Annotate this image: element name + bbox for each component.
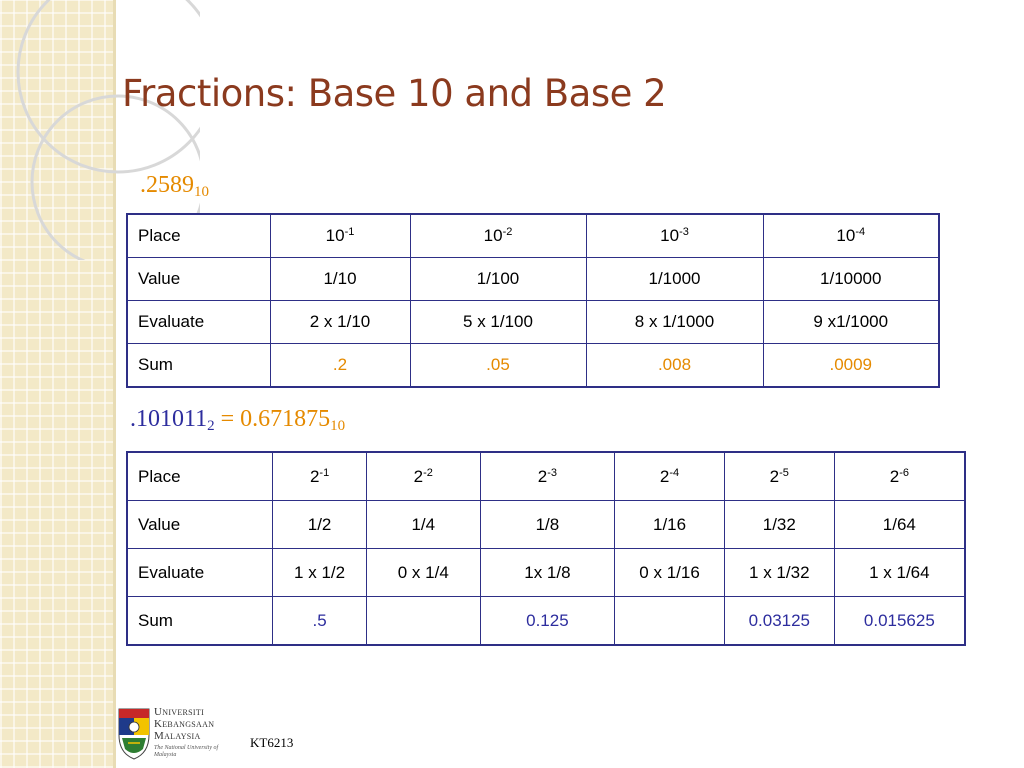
row-label: Place bbox=[126, 451, 274, 501]
course-code: KT6213 bbox=[250, 735, 294, 750]
place-cell: 10-2 bbox=[409, 213, 587, 258]
table-row-place: Place 10-1 10-2 10-3 10-4 bbox=[126, 213, 940, 258]
crest-icon bbox=[118, 708, 150, 760]
sum-cell: 0.03125 bbox=[723, 596, 835, 646]
value-cell: 1/10 bbox=[269, 257, 411, 301]
deco-circle-large bbox=[16, 0, 200, 174]
table-row-value: Value 1/2 1/4 1/8 1/16 1/32 1/64 bbox=[126, 500, 966, 549]
value-cell: 1/8 bbox=[479, 500, 616, 549]
university-logo: Universiti Kebangsaan Malaysia The Natio… bbox=[116, 705, 236, 763]
decimal-base: 10 bbox=[194, 184, 209, 200]
sum-cell: .5 bbox=[272, 596, 367, 646]
side-panel-edge bbox=[113, 0, 116, 768]
decimal-equivalent: = 0.671875 bbox=[214, 406, 331, 432]
row-label: Sum bbox=[126, 596, 274, 646]
value-cell: 1/32 bbox=[723, 500, 835, 549]
sum-cell bbox=[614, 596, 725, 646]
base10-table: Place 10-1 10-2 10-3 10-4 Value 1/10 1/1… bbox=[126, 213, 940, 388]
place-cell: 10-1 bbox=[269, 213, 411, 258]
deco-circle-small bbox=[30, 94, 200, 260]
table-row-place: Place 2-1 2-2 2-3 2-4 2-5 2-6 bbox=[126, 451, 966, 501]
place-cell: 10-3 bbox=[585, 213, 764, 258]
sum-cell: .2 bbox=[269, 343, 411, 388]
table-row-sum: Sum .2 .05 .008 .0009 bbox=[126, 343, 940, 388]
row-label: Place bbox=[126, 213, 271, 258]
row-label: Sum bbox=[126, 343, 271, 388]
table-row-evaluate: Evaluate 1 x 1/2 0 x 1/4 1x 1/8 0 x 1/16… bbox=[126, 548, 966, 597]
evaluate-cell: 1 x 1/2 bbox=[272, 548, 367, 597]
value-cell: 1/64 bbox=[833, 500, 966, 549]
evaluate-cell: 1 x 1/32 bbox=[723, 548, 835, 597]
evaluate-cell: 0 x 1/16 bbox=[614, 548, 725, 597]
place-cell: 2-1 bbox=[272, 451, 367, 501]
sum-cell bbox=[365, 596, 481, 646]
evaluate-cell: 2 x 1/10 bbox=[269, 300, 411, 344]
decorative-side-panel bbox=[0, 0, 113, 768]
decimal-number: .2589 bbox=[140, 172, 194, 198]
evaluate-cell: 1x 1/8 bbox=[479, 548, 616, 597]
place-cell: 2-5 bbox=[723, 451, 835, 501]
evaluate-cell: 5 x 1/100 bbox=[409, 300, 587, 344]
row-label: Value bbox=[126, 500, 274, 549]
place-cell: 2-6 bbox=[833, 451, 966, 501]
evaluate-cell: 0 x 1/4 bbox=[365, 548, 481, 597]
binary-number: .101011 bbox=[130, 406, 208, 432]
slide-title: Fractions: Base 10 and Base 2 bbox=[122, 72, 667, 115]
sum-cell: .05 bbox=[409, 343, 587, 388]
base2-table: Place 2-1 2-2 2-3 2-4 2-5 2-6 Value 1/2 … bbox=[126, 451, 966, 646]
value-cell: 1/100 bbox=[409, 257, 587, 301]
sum-cell: .0009 bbox=[762, 343, 940, 388]
decorative-circles bbox=[16, 0, 200, 260]
sum-cell: 0.125 bbox=[479, 596, 616, 646]
binary-base: 2 bbox=[207, 418, 215, 434]
value-cell: 1/4 bbox=[365, 500, 481, 549]
row-label: Evaluate bbox=[126, 300, 271, 344]
value-cell: 1/1000 bbox=[585, 257, 764, 301]
evaluate-cell: 1 x 1/64 bbox=[833, 548, 966, 597]
decimal-equivalent-base: 10 bbox=[330, 418, 346, 434]
table-row-sum: Sum .5 0.125 0.03125 0.015625 bbox=[126, 596, 966, 646]
place-cell: 10-4 bbox=[762, 213, 940, 258]
row-label: Value bbox=[126, 257, 271, 301]
sum-cell: 0.015625 bbox=[833, 596, 966, 646]
university-name: Universiti Kebangsaan Malaysia The Natio… bbox=[154, 706, 219, 758]
place-cell: 2-2 bbox=[365, 451, 481, 501]
place-cell: 2-4 bbox=[614, 451, 725, 501]
sum-cell: .008 bbox=[585, 343, 764, 388]
decimal-fraction-heading: .258910 bbox=[140, 172, 209, 200]
binary-fraction-heading: .1010112 = 0.67187510 bbox=[130, 406, 346, 434]
value-cell: 1/16 bbox=[614, 500, 725, 549]
table-row-evaluate: Evaluate 2 x 1/10 5 x 1/100 8 x 1/1000 9… bbox=[126, 300, 940, 344]
table-row-value: Value 1/10 1/100 1/1000 1/10000 bbox=[126, 257, 940, 301]
value-cell: 1/2 bbox=[272, 500, 367, 549]
row-label: Evaluate bbox=[126, 548, 274, 597]
value-cell: 1/10000 bbox=[762, 257, 940, 301]
evaluate-cell: 8 x 1/1000 bbox=[585, 300, 764, 344]
place-cell: 2-3 bbox=[479, 451, 616, 501]
evaluate-cell: 9 x1/1000 bbox=[762, 300, 940, 344]
